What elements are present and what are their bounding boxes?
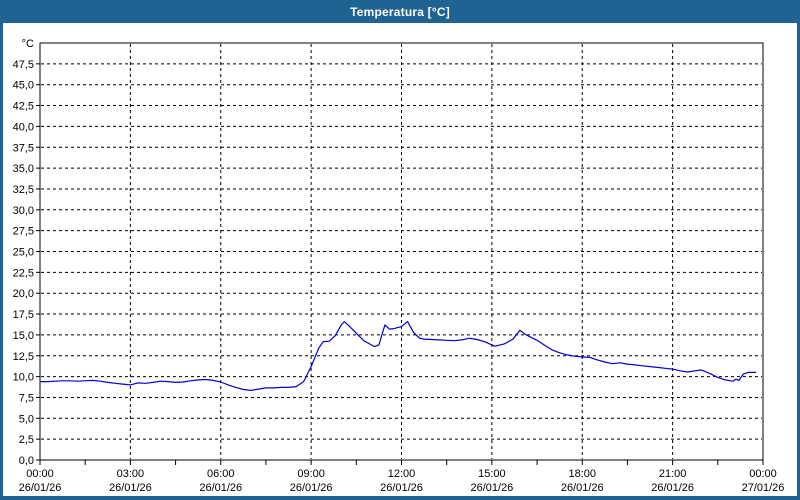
y-tick-label: 30,0 <box>13 205 34 217</box>
x-tick-date-label: 27/01/26 <box>742 482 785 494</box>
y-tick-label: 10,0 <box>13 372 34 384</box>
x-tick-date-label: 26/01/26 <box>651 482 694 494</box>
gridlines <box>41 44 762 459</box>
y-tick-label: 7,5 <box>19 392 34 404</box>
x-tick-time-label: 21:00 <box>659 468 687 480</box>
x-tick-time-label: 03:00 <box>117 468 145 480</box>
x-tick-time-label: 00:00 <box>26 468 54 480</box>
y-tick-label: 42,5 <box>13 101 34 113</box>
content-area <box>3 23 797 496</box>
y-tick-label: 25,0 <box>13 247 34 259</box>
y-tick-label: 45,0 <box>13 80 34 92</box>
x-tick-date-label: 26/01/26 <box>290 482 333 494</box>
y-tick-label: 40,0 <box>13 121 34 133</box>
x-axis: 00:00 26/01/26 03:00 26/01/26 06:00 26/01/26 0… <box>19 460 785 494</box>
window-title: Temperatura [°C] <box>350 4 450 19</box>
y-tick-label: 32,5 <box>13 184 34 196</box>
y-tick-label: 2,5 <box>19 434 34 446</box>
y-tick-label: 37,5 <box>13 142 34 154</box>
x-tick-date-label: 26/01/26 <box>109 482 152 494</box>
y-tick-label: 35,0 <box>13 163 34 175</box>
y-tick-label: 0,0 <box>19 455 34 467</box>
y-tick-label: 22,5 <box>13 267 34 279</box>
x-tick-time-label: 18:00 <box>568 468 596 480</box>
x-tick-date-label: 26/01/26 <box>380 482 423 494</box>
x-tick-date-label: 26/01/26 <box>199 482 242 494</box>
x-tick-date-label: 26/01/26 <box>19 482 62 494</box>
x-tick-time-label: 15:00 <box>478 468 506 480</box>
x-tick-time-label: 12:00 <box>388 468 416 480</box>
y-tick-label: 12,5 <box>13 351 34 363</box>
y-axis: 0,0 2,5 5,0 7,5 10,0 12,5 15,0 17,5 20,0 22,5 25,0… <box>13 38 40 467</box>
y-tick-label: 17,5 <box>13 309 34 321</box>
x-tick-date-label: 26/01/26 <box>561 482 604 494</box>
y-tick-label: 27,5 <box>13 226 34 238</box>
y-tick-label: 47,5 <box>13 59 34 71</box>
title-bar: Temperatura [°C] <box>0 0 800 23</box>
x-tick-time-label: 09:00 <box>297 468 325 480</box>
x-tick-time-label: 06:00 <box>207 468 235 480</box>
y-tick-label: 5,0 <box>19 413 34 425</box>
series-line-temperatura <box>39 321 757 391</box>
y-tick-label: 20,0 <box>13 288 34 300</box>
y-tick-label: 15,0 <box>13 330 34 342</box>
y-axis-unit-label: °C <box>22 38 34 50</box>
x-tick-time-label: 00:00 <box>749 468 777 480</box>
x-tick-date-label: 26/01/26 <box>470 482 513 494</box>
